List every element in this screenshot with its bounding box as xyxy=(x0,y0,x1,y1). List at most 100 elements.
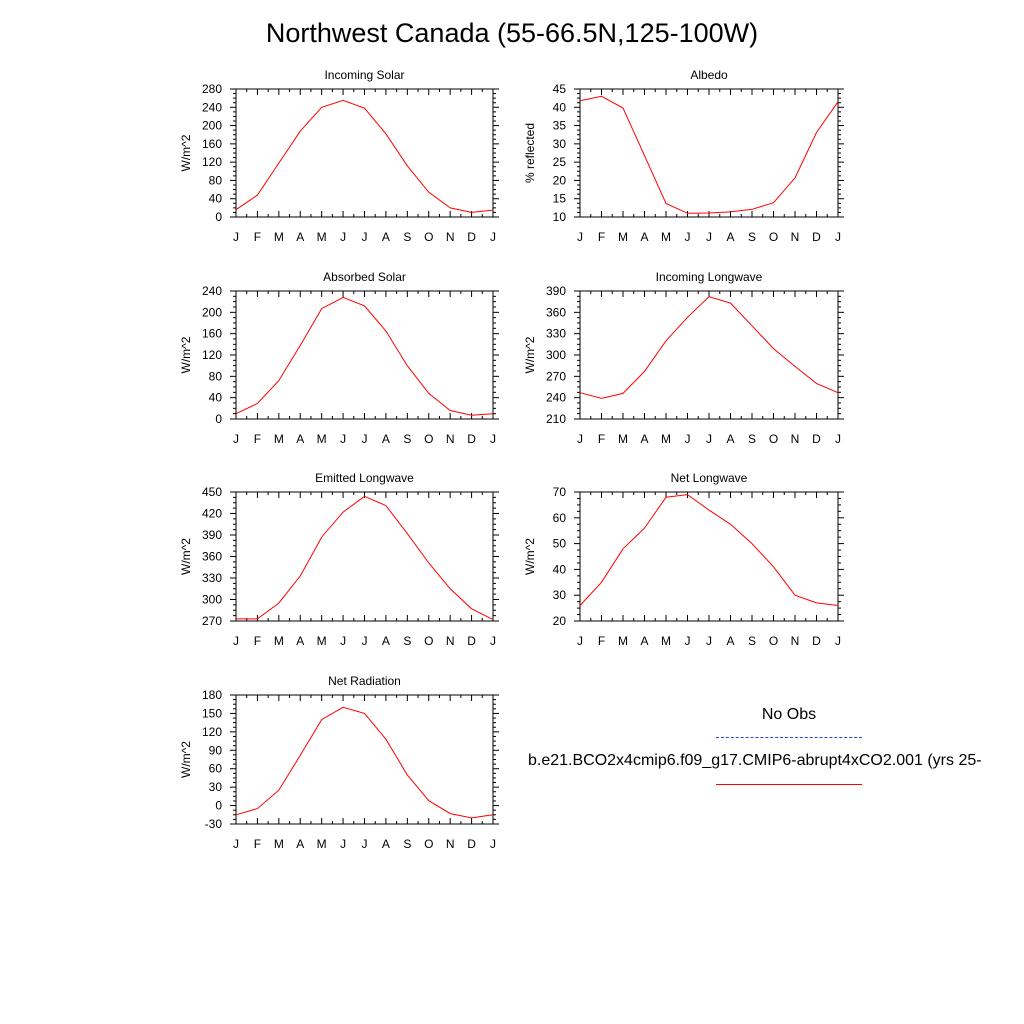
x-tick-label: S xyxy=(748,432,756,446)
x-tick-label: S xyxy=(403,432,411,446)
x-tick-label: S xyxy=(403,837,411,851)
panel-title: Incoming Solar xyxy=(324,68,404,82)
y-tick-label: 45 xyxy=(553,82,567,96)
x-tick-label: A xyxy=(726,634,734,648)
x-tick-label: M xyxy=(317,230,327,244)
y-axis-label: W/m^2 xyxy=(179,336,193,373)
x-tick-label: M xyxy=(618,432,628,446)
legend-case-label: b.e21.BCO2x4cmip6.f09_g17.CMIP6-abrupt4x… xyxy=(528,752,982,769)
x-tick-label: A xyxy=(382,230,390,244)
y-tick-label: 20 xyxy=(553,173,567,187)
x-tick-label: F xyxy=(598,634,605,648)
x-tick-label: A xyxy=(726,432,734,446)
y-tick-label: 450 xyxy=(202,485,222,499)
x-tick-label: S xyxy=(748,634,756,648)
y-tick-label: 70 xyxy=(553,485,567,499)
x-tick-label: J xyxy=(362,432,368,446)
y-tick-label: 0 xyxy=(215,412,222,426)
x-tick-label: A xyxy=(382,432,390,446)
x-tick-label: J xyxy=(233,230,239,244)
x-tick-label: A xyxy=(640,432,648,446)
y-axis-label: W/m^2 xyxy=(523,538,537,575)
x-tick-label: O xyxy=(769,634,778,648)
x-tick-label: N xyxy=(446,634,455,648)
x-tick-label: J xyxy=(340,837,346,851)
y-tick-label: 15 xyxy=(553,192,567,206)
x-tick-label: J xyxy=(706,230,712,244)
y-tick-label: 280 xyxy=(202,82,222,96)
x-tick-label: D xyxy=(467,230,476,244)
plot-frame xyxy=(235,290,494,420)
x-tick-label: N xyxy=(791,634,800,648)
x-tick-label: O xyxy=(769,230,778,244)
y-tick-label: 35 xyxy=(553,119,567,133)
legend-obs-label: No Obs xyxy=(761,706,817,723)
y-tick-label: 80 xyxy=(209,173,223,187)
y-tick-label: 360 xyxy=(202,550,222,564)
x-tick-label: M xyxy=(274,837,284,851)
x-tick-label: A xyxy=(640,634,648,648)
panel-title: Net Radiation xyxy=(328,674,401,688)
x-tick-label: J xyxy=(362,634,368,648)
panel-title: Incoming Longwave xyxy=(656,270,763,284)
x-tick-label: O xyxy=(424,432,433,446)
x-tick-label: J xyxy=(340,230,346,244)
x-tick-label: J xyxy=(835,634,841,648)
y-tick-label: 40 xyxy=(209,391,223,405)
y-tick-label: 30 xyxy=(209,780,223,794)
y-axis-label: W/m^2 xyxy=(179,538,193,575)
y-axis-label: % reflected xyxy=(523,123,537,183)
x-tick-label: A xyxy=(382,634,390,648)
series-line xyxy=(579,296,839,399)
x-tick-label: D xyxy=(812,634,821,648)
y-tick-label: 210 xyxy=(546,412,566,426)
x-tick-label: F xyxy=(598,230,605,244)
y-tick-label: 40 xyxy=(209,192,223,206)
y-tick-label: 160 xyxy=(202,137,222,151)
x-tick-label: D xyxy=(467,432,476,446)
x-tick-label: D xyxy=(812,230,821,244)
x-tick-label: J xyxy=(577,634,583,648)
x-tick-label: J xyxy=(706,432,712,446)
x-tick-label: N xyxy=(446,837,455,851)
y-tick-label: 10 xyxy=(553,210,567,224)
x-tick-label: J xyxy=(577,230,583,244)
series-line xyxy=(236,495,494,621)
x-tick-label: S xyxy=(748,230,756,244)
panel-title: Albedo xyxy=(690,68,728,82)
x-tick-label: J xyxy=(340,634,346,648)
x-tick-label: A xyxy=(640,230,648,244)
x-tick-label: O xyxy=(424,634,433,648)
panel-title: Net Longwave xyxy=(671,471,748,485)
x-tick-label: A xyxy=(726,230,734,244)
x-tick-label: D xyxy=(467,634,476,648)
x-tick-label: A xyxy=(296,230,304,244)
x-tick-label: A xyxy=(382,837,390,851)
x-tick-label: J xyxy=(835,230,841,244)
y-tick-label: 360 xyxy=(546,305,566,319)
x-tick-label: D xyxy=(812,432,821,446)
x-tick-label: D xyxy=(467,837,476,851)
x-tick-label: J xyxy=(362,837,368,851)
y-tick-label: 30 xyxy=(553,588,567,602)
x-tick-label: M xyxy=(618,634,628,648)
series-line xyxy=(235,99,494,213)
legend-obs-line xyxy=(716,737,862,738)
y-tick-label: 330 xyxy=(202,571,222,585)
x-tick-label: J xyxy=(706,634,712,648)
y-tick-label: 300 xyxy=(202,593,222,607)
x-tick-label: M xyxy=(317,432,327,446)
x-tick-label: J xyxy=(685,230,691,244)
x-tick-label: J xyxy=(685,634,691,648)
y-tick-label: 0 xyxy=(215,799,222,813)
x-tick-label: J xyxy=(490,230,496,244)
x-tick-label: J xyxy=(490,837,496,851)
x-tick-label: S xyxy=(403,634,411,648)
series-line xyxy=(579,95,839,214)
series-line xyxy=(235,706,494,819)
